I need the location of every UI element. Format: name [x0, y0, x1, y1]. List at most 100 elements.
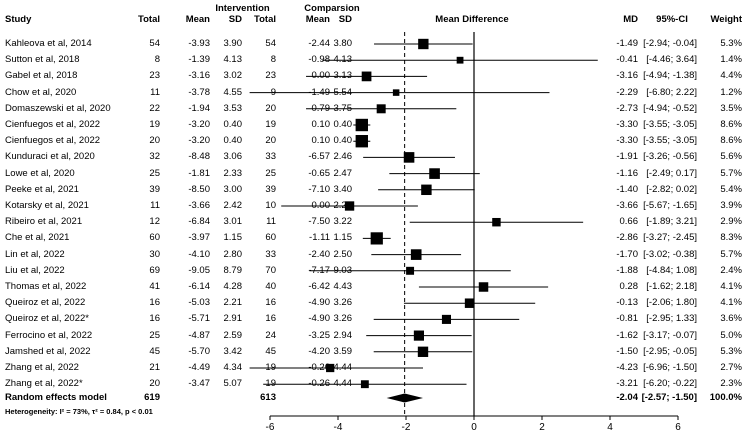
total-2: 11 — [266, 216, 276, 228]
weight-value: 2.7% — [720, 362, 742, 373]
weight-value: 4.4% — [720, 70, 742, 82]
mean-1: -3.47 — [188, 378, 210, 390]
sd-1: 2.91 — [223, 313, 243, 325]
total-2: 20 — [265, 102, 276, 114]
plot-layer: -6 -4 -2 0 2 4 6 — [249, 32, 681, 430]
mean-1: -4.10 — [188, 248, 210, 260]
sd-2: 2.29 — [333, 200, 353, 211]
study-name: Cienfuegos et al, 2022 — [5, 119, 101, 130]
sd-1: 0.40 — [223, 135, 243, 147]
weight-value: 5.4% — [720, 183, 742, 195]
mean-2: -2.44 — [308, 38, 330, 49]
header-total-2: Total — [254, 14, 276, 25]
study-name: Thomas et al, 2022 — [5, 281, 87, 292]
mean-2: 0.10 — [311, 119, 331, 130]
total-2: 23 — [265, 70, 276, 82]
total-1: 39 — [149, 183, 160, 195]
weight-value: 3.5% — [720, 102, 742, 114]
study-name: Che et al, 2021 — [5, 232, 70, 244]
header-sd-2: SD — [338, 14, 352, 25]
weight-value: 8.6% — [720, 119, 742, 130]
total-2: 20 — [265, 135, 276, 147]
sd-2: 4.13 — [333, 54, 353, 66]
weight-value: 5.7% — [720, 167, 742, 179]
sd-1: 1.15 — [223, 232, 243, 244]
sd-1: 2.42 — [223, 200, 243, 211]
study-name: Kotarsky et al, 2021 — [5, 200, 89, 211]
sd-2: 4.44 — [333, 362, 353, 373]
mean-1: -1.81 — [188, 167, 210, 179]
sd-2: 1.15 — [333, 232, 353, 244]
x-axis-tick-label: 2 — [539, 422, 545, 430]
md-value: -1.91 — [616, 151, 638, 163]
effect-square — [478, 282, 489, 292]
total-2: 60 — [265, 232, 276, 244]
ci-value: [-3.02; -0.38] — [643, 248, 697, 260]
header-mean-1: Mean — [185, 14, 210, 25]
mean-2: -6.57 — [308, 151, 330, 163]
total-2: 16 — [265, 313, 276, 325]
effect-square — [403, 152, 415, 163]
mean-2: 0.00 — [311, 200, 331, 211]
ci-value: [-2.94; -0.04] — [643, 38, 697, 49]
mean-2: 0.79 — [311, 102, 331, 114]
mean-2: -0.26 — [308, 362, 330, 373]
ci-value: [-6.20; -0.22] — [643, 378, 697, 390]
study-name: Cienfuegos et al, 2022 — [5, 135, 101, 147]
study-name: Zhang et al, 2022* — [5, 378, 83, 390]
mean-2: -7.50 — [308, 216, 330, 228]
sd-1: 0.40 — [223, 119, 243, 130]
header-study: Study — [5, 14, 32, 25]
study-name: Zhang et al, 2022 — [5, 362, 79, 373]
mean-2: -4.90 — [308, 313, 330, 325]
md-value: -3.30 — [616, 119, 638, 130]
effect-square — [456, 56, 464, 64]
sd-1: 4.55 — [223, 86, 243, 98]
md-value: -1.50 — [616, 345, 638, 357]
ci-value: [-3.55; -3.05] — [643, 119, 697, 130]
weight-value: 2.9% — [720, 216, 742, 228]
weight-value: 5.0% — [720, 329, 742, 341]
sd-2: 5.54 — [333, 86, 353, 98]
effect-square — [361, 71, 372, 82]
study-name: Gabel et al, 2018 — [5, 70, 78, 82]
x-axis-tick-label: 4 — [607, 422, 613, 430]
md-value: -1.88 — [616, 264, 638, 276]
study-name: Lowe et al, 2020 — [5, 167, 75, 179]
sd-2: 3.13 — [333, 70, 353, 82]
effect-square — [326, 363, 335, 373]
weight-value: 5.3% — [720, 38, 742, 49]
sd-2: 3.80 — [333, 38, 353, 49]
md-value: -2.73 — [616, 102, 638, 114]
md-value: -1.40 — [616, 183, 638, 195]
ci-value: [-6.80; 2.22] — [646, 86, 697, 98]
ci-value: [-3.55; -3.05] — [643, 135, 697, 147]
ci-value: [-6.96; -1.50] — [643, 362, 697, 373]
mean-1: -3.20 — [188, 135, 210, 147]
mean-1: -8.50 — [188, 183, 210, 195]
ci-value: [-3.17; -0.07] — [643, 329, 697, 341]
total-2: 40 — [265, 281, 276, 292]
study-name: Kahleova et al, 2014 — [5, 38, 92, 49]
total-2: 24 — [265, 329, 276, 341]
ci-value: [-2.95; 1.33] — [646, 313, 697, 325]
study-name: Kunduraci et al, 2020 — [5, 151, 95, 163]
weight-value: 5.6% — [720, 151, 742, 163]
effect-square — [355, 135, 368, 148]
sd-1: 4.28 — [223, 281, 243, 292]
x-axis-tick-label: 6 — [675, 422, 681, 430]
sd-1: 3.90 — [223, 38, 243, 49]
sd-2: 4.44 — [333, 378, 353, 390]
sd-2: 3.26 — [333, 297, 353, 309]
heterogeneity-note: Heterogeneity: I² = 73%, τ² = 0.84, p < … — [5, 407, 153, 416]
weight-value: 1.4% — [720, 54, 742, 66]
mean-1: -6.14 — [188, 281, 210, 292]
sd-2: 9.03 — [333, 264, 353, 276]
ci-value: [-4.84; 1.08] — [646, 264, 697, 276]
study-name: Peeke et al, 2021 — [5, 183, 79, 195]
mean-2: -7.10 — [308, 183, 330, 195]
weight-value: 8.3% — [720, 232, 742, 244]
pooled-diamond — [386, 393, 423, 403]
summary-md: -2.04 — [616, 392, 638, 403]
